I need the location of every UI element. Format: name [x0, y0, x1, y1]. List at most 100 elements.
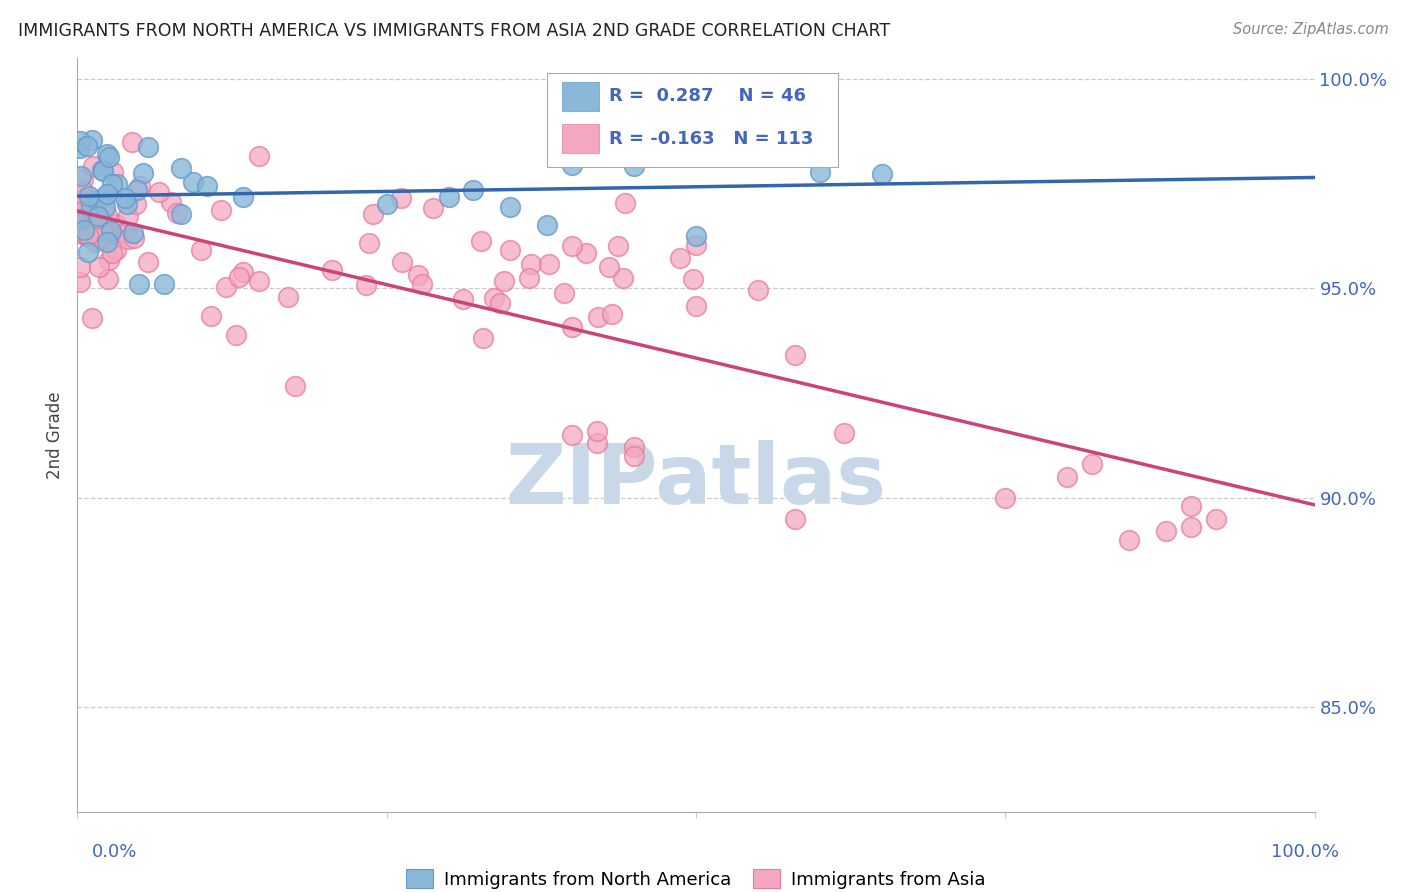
- Point: [598, 260, 620, 275]
- Point: [69, 275, 91, 289]
- Point: [200, 310, 222, 324]
- Point: [76, 138, 98, 153]
- Point: [623, 449, 645, 463]
- Point: [84, 235, 107, 249]
- Point: [1180, 520, 1202, 534]
- Point: [115, 197, 138, 211]
- Point: [69, 218, 91, 232]
- Point: [321, 262, 343, 277]
- Point: [536, 218, 558, 232]
- Point: [553, 286, 575, 301]
- Point: [228, 269, 250, 284]
- FancyBboxPatch shape: [562, 82, 599, 111]
- Point: [91, 223, 114, 237]
- Point: [247, 273, 270, 287]
- Point: [561, 239, 583, 253]
- Point: [136, 255, 159, 269]
- Point: [98, 253, 121, 268]
- Point: [170, 207, 193, 221]
- Point: [87, 194, 110, 208]
- Point: [682, 272, 704, 286]
- Point: [69, 212, 91, 227]
- Point: [422, 201, 444, 215]
- Point: [586, 424, 609, 438]
- Point: [623, 159, 645, 173]
- Y-axis label: 2nd Grade: 2nd Grade: [46, 391, 65, 479]
- FancyBboxPatch shape: [547, 73, 838, 168]
- Point: [84, 223, 107, 237]
- Point: [77, 227, 100, 242]
- Legend: Immigrants from North America, Immigrants from Asia: Immigrants from North America, Immigrant…: [399, 863, 993, 892]
- Point: [82, 159, 104, 173]
- Point: [82, 220, 104, 235]
- Point: [470, 234, 492, 248]
- Point: [93, 163, 115, 178]
- Point: [232, 265, 254, 279]
- Point: [76, 196, 98, 211]
- Point: [89, 232, 111, 246]
- Point: [86, 211, 108, 226]
- Text: ZIPatlas: ZIPatlas: [506, 440, 886, 521]
- Point: [69, 208, 91, 222]
- Point: [685, 238, 707, 252]
- Point: [98, 150, 121, 164]
- Point: [499, 243, 522, 257]
- Point: [685, 228, 707, 243]
- Point: [489, 295, 512, 310]
- Point: [69, 260, 91, 274]
- Point: [128, 277, 150, 292]
- Point: [91, 163, 114, 178]
- Point: [73, 190, 96, 204]
- Point: [783, 511, 806, 525]
- Point: [101, 165, 124, 179]
- Point: [354, 277, 377, 292]
- Point: [1154, 524, 1177, 538]
- Text: R =  0.287    N = 46: R = 0.287 N = 46: [609, 87, 807, 105]
- Point: [86, 209, 108, 223]
- Point: [96, 235, 118, 250]
- Point: [685, 299, 707, 313]
- Point: [114, 191, 136, 205]
- Point: [870, 167, 893, 181]
- Point: [225, 328, 247, 343]
- Point: [80, 133, 103, 147]
- Point: [808, 165, 831, 179]
- Point: [482, 291, 505, 305]
- Point: [132, 166, 155, 180]
- Point: [122, 226, 145, 240]
- Point: [77, 189, 100, 203]
- Point: [190, 243, 212, 257]
- Point: [75, 228, 97, 243]
- Point: [492, 274, 515, 288]
- Point: [170, 161, 193, 175]
- Point: [232, 190, 254, 204]
- Point: [561, 427, 583, 442]
- Point: [600, 307, 623, 321]
- Point: [93, 194, 115, 209]
- Point: [561, 319, 583, 334]
- Point: [166, 206, 188, 220]
- Point: [1056, 469, 1078, 483]
- Point: [72, 171, 94, 186]
- Point: [575, 246, 598, 260]
- Point: [121, 135, 143, 149]
- Point: [69, 169, 91, 183]
- Point: [277, 290, 299, 304]
- Point: [669, 251, 692, 265]
- Point: [80, 198, 103, 212]
- Text: Source: ZipAtlas.com: Source: ZipAtlas.com: [1233, 22, 1389, 37]
- Point: [537, 257, 560, 271]
- Point: [361, 207, 384, 221]
- Point: [114, 226, 136, 240]
- Point: [181, 175, 204, 189]
- Point: [97, 272, 120, 286]
- Point: [1081, 457, 1104, 471]
- Point: [72, 184, 94, 198]
- Text: 100.0%: 100.0%: [1271, 843, 1339, 861]
- Point: [209, 203, 232, 218]
- Point: [375, 196, 398, 211]
- Point: [614, 195, 637, 210]
- Point: [96, 147, 118, 161]
- Point: [471, 331, 494, 345]
- Point: [391, 255, 413, 269]
